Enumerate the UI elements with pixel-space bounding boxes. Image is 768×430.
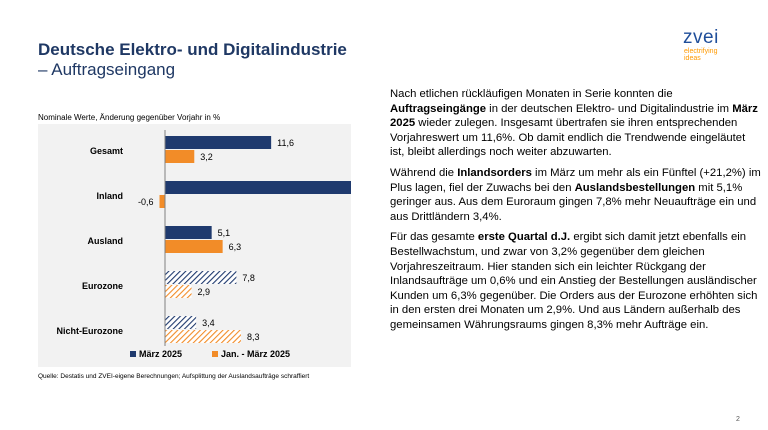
- bar-ausland-q1: [165, 240, 223, 253]
- zvei-logo: zvei electrifying ideas: [683, 27, 719, 63]
- paragraph-2: Während die Inlandsorders im März um meh…: [390, 166, 761, 223]
- bar-inland-maerz: [165, 181, 351, 194]
- bar-nicht-eurozone-maerz: [165, 316, 197, 329]
- category-label-gesamt: Gesamt: [90, 146, 123, 156]
- logo-tagline-2: ideas: [684, 55, 701, 62]
- legend-swatch-maerz: [130, 351, 136, 357]
- page-number: 2: [736, 416, 740, 423]
- paragraph-1: Nach etlichen rückläufigen Monaten in Se…: [390, 88, 758, 159]
- bar-nicht-eurozone-q1: [165, 330, 241, 343]
- paragraph-3: Für das gesamte erste Quartal d.J. ergib…: [390, 231, 758, 331]
- data-label-gesamt-q1: 3,2: [200, 152, 213, 162]
- data-label-gesamt-maerz: 11,6: [277, 138, 294, 148]
- title-line-2: – Auftragseingang: [38, 60, 176, 79]
- data-label-eurozone-q1: 2,9: [198, 287, 211, 297]
- chart-source: Quelle: Destatis und ZVEI-eigene Berechn…: [38, 373, 310, 380]
- legend-label-maerz: März 2025: [139, 349, 182, 359]
- logo-word: zvei: [683, 27, 719, 48]
- category-label-ausland: Ausland: [87, 236, 123, 246]
- category-label-eurozone: Eurozone: [82, 281, 123, 291]
- bar-inland-q1: [159, 195, 165, 208]
- data-label-ausland-maerz: 5,1: [218, 228, 231, 238]
- title-line-1: Deutsche Elektro- und Digitalindustrie: [38, 40, 347, 59]
- legend-label-q1: Jan. - März 2025: [221, 349, 290, 359]
- bar-eurozone-maerz: [165, 271, 237, 284]
- chart-area: Gesamt11,63,2Inland21,2-0,6Ausland5,16,3…: [38, 124, 351, 367]
- slide-title: Deutsche Elektro- und Digitalindustrie –…: [38, 40, 347, 80]
- bar-eurozone-q1: [165, 285, 192, 298]
- legend-swatch-q1: [212, 351, 218, 357]
- data-label-inland-q1: -0,6: [138, 197, 154, 207]
- bar-ausland-maerz: [165, 226, 212, 239]
- chart-subtitle: Nominale Werte, Änderung gegenüber Vorja…: [38, 113, 221, 122]
- category-label-nicht-eurozone: Nicht-Eurozone: [57, 326, 124, 336]
- data-label-eurozone-maerz: 7,8: [242, 273, 255, 283]
- category-label-inland: Inland: [97, 191, 124, 201]
- data-label-nicht-eurozone-q1: 8,3: [247, 332, 260, 342]
- bar-gesamt-maerz: [165, 136, 272, 149]
- data-label-ausland-q1: 6,3: [229, 242, 242, 252]
- bar-chart: Gesamt11,63,2Inland21,2-0,6Ausland5,16,3…: [57, 130, 351, 359]
- data-label-nicht-eurozone-maerz: 3,4: [202, 318, 215, 328]
- logo-tagline-1: electrifying: [684, 48, 718, 55]
- body-text: Nach etlichen rückläufigen Monaten in Se…: [390, 87, 762, 339]
- bar-gesamt-q1: [165, 150, 195, 163]
